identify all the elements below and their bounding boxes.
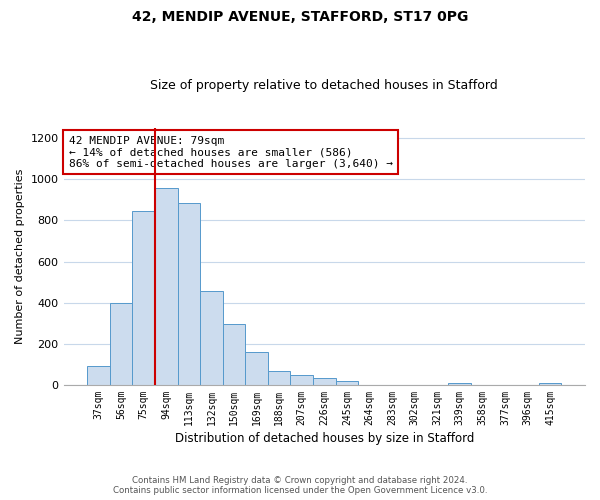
Bar <box>539 384 561 385</box>
Text: 42, MENDIP AVENUE, STAFFORD, ST17 0PG: 42, MENDIP AVENUE, STAFFORD, ST17 0PG <box>132 10 468 24</box>
Bar <box>268 370 290 385</box>
Text: Contains HM Land Registry data © Crown copyright and database right 2024.
Contai: Contains HM Land Registry data © Crown c… <box>113 476 487 495</box>
Bar <box>133 211 155 385</box>
Y-axis label: Number of detached properties: Number of detached properties <box>15 168 25 344</box>
Bar <box>155 188 178 385</box>
Title: Size of property relative to detached houses in Stafford: Size of property relative to detached ho… <box>151 79 498 92</box>
Bar <box>200 292 223 385</box>
X-axis label: Distribution of detached houses by size in Stafford: Distribution of detached houses by size … <box>175 432 474 445</box>
Text: 42 MENDIP AVENUE: 79sqm
← 14% of detached houses are smaller (586)
86% of semi-d: 42 MENDIP AVENUE: 79sqm ← 14% of detache… <box>69 136 393 169</box>
Bar <box>178 203 200 385</box>
Bar <box>245 352 268 385</box>
Bar <box>290 374 313 385</box>
Bar <box>335 381 358 385</box>
Bar <box>448 384 471 385</box>
Bar <box>110 302 133 385</box>
Bar <box>87 366 110 385</box>
Bar <box>313 378 335 385</box>
Bar <box>223 324 245 385</box>
